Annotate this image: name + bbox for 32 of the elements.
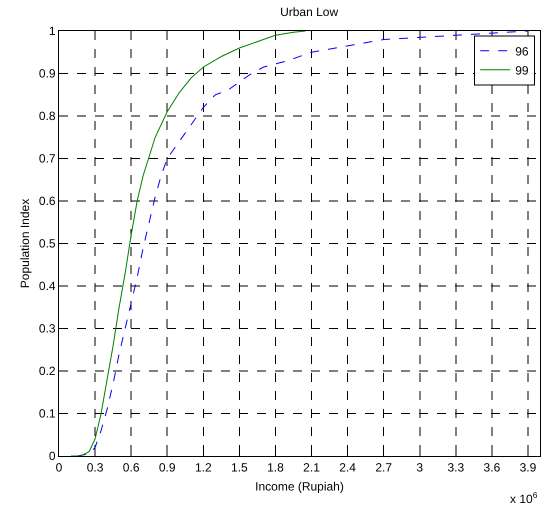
x-tick-label: 3: [416, 460, 424, 474]
x-tick-label: 0.9: [158, 460, 176, 474]
x-tick-label: 1.5: [231, 460, 248, 474]
x-tick-label: 0.6: [122, 460, 140, 474]
legend-label: 99: [515, 63, 529, 78]
y-tick-label: 0.9: [38, 66, 56, 81]
x-tick-label: 1.2: [194, 460, 212, 474]
y-tick-label: 0.5: [38, 236, 56, 251]
y-tick-label: 0.1: [38, 406, 56, 421]
x-tick-label: 2.7: [375, 460, 392, 474]
x-tick-label: 3.6: [484, 460, 501, 474]
y-axis-title: Population Index: [18, 198, 32, 288]
x-tick-label: 1.8: [267, 460, 284, 474]
text: x 10$^{6}$: [510, 490, 538, 506]
y-tick-label: 0.8: [38, 109, 56, 124]
y-tick-label: 1: [48, 24, 56, 38]
y-tick-label: 0.6: [38, 194, 56, 208]
x-tick-label: 2.1: [303, 460, 320, 474]
x-axis-title: Income (Rupiah): [255, 479, 344, 494]
y-tick-label: 0: [48, 449, 56, 464]
y-tick-label: 0.2: [38, 364, 56, 378]
x-tick-label: 3.9: [520, 460, 537, 474]
x-tick-label: 0.3: [86, 460, 104, 474]
x-tick-label: 3.3: [447, 460, 464, 474]
legend-label: 96: [515, 44, 529, 58]
line-series: [76, 31, 528, 456]
chart-title: Urban Low: [280, 5, 338, 20]
y-tick-label: 0.4: [38, 279, 56, 294]
line-series: [70, 31, 306, 456]
x-tick-label: 2.4: [339, 460, 356, 474]
y-tick-label: 0.7: [38, 152, 56, 166]
y-tick-label: 0.3: [38, 322, 56, 336]
